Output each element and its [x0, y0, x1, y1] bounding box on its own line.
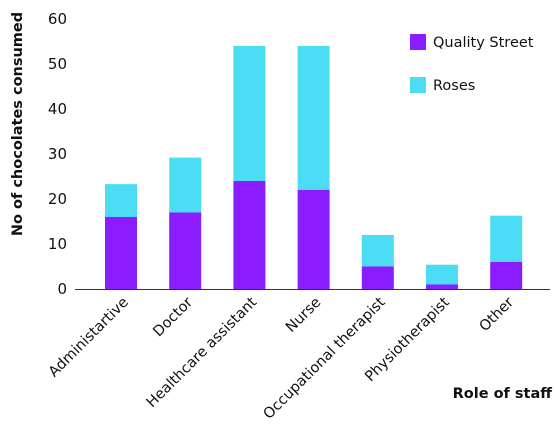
- bar-segment-quality-street: [361, 266, 394, 289]
- y-tick-label: 60: [48, 10, 67, 28]
- bars-group: [105, 46, 523, 289]
- bar-segment-roses: [426, 264, 458, 285]
- bar-segment-quality-street: [297, 190, 330, 289]
- y-tick-label: 0: [57, 280, 67, 298]
- x-category-label: Doctor: [150, 294, 196, 340]
- y-tick-label: 10: [48, 235, 67, 253]
- bar-segment-roses: [297, 46, 330, 190]
- x-category-label: Administartive: [46, 294, 132, 380]
- y-axis-title: No of chocolates consumed: [10, 12, 26, 236]
- bar-segment-roses: [105, 184, 137, 217]
- x-category-label: Other: [477, 294, 517, 334]
- x-category-label: Healthcare assistant: [144, 294, 261, 411]
- bar-segment-quality-street: [490, 262, 523, 289]
- bar-segment-roses: [361, 235, 394, 267]
- legend-swatch: [410, 34, 426, 50]
- bar-segment-roses: [490, 215, 523, 262]
- y-tick-label: 50: [48, 55, 67, 73]
- y-tick-label: 20: [48, 190, 67, 208]
- legend: Quality Street Roses: [410, 34, 534, 94]
- bar-segment-quality-street: [426, 284, 458, 289]
- bar-segment-quality-street: [233, 181, 266, 289]
- bar-segment-roses: [233, 46, 266, 181]
- bar-segment-quality-street: [169, 212, 202, 289]
- y-tick-label: 30: [48, 145, 67, 163]
- y-tick-label: 40: [48, 100, 67, 118]
- legend-label: Quality Street: [433, 35, 534, 51]
- legend-label: Roses: [433, 78, 475, 94]
- x-category-label: Occupational therapist: [261, 294, 389, 422]
- bar-segment-quality-street: [105, 217, 137, 289]
- legend-swatch: [410, 77, 426, 93]
- bar-segment-roses: [169, 157, 202, 213]
- y-axis-ticks: 0 10 20 30 40 50 60: [48, 10, 67, 298]
- x-axis-title: Role of staff: [453, 386, 553, 402]
- x-category-label: Nurse: [283, 294, 324, 335]
